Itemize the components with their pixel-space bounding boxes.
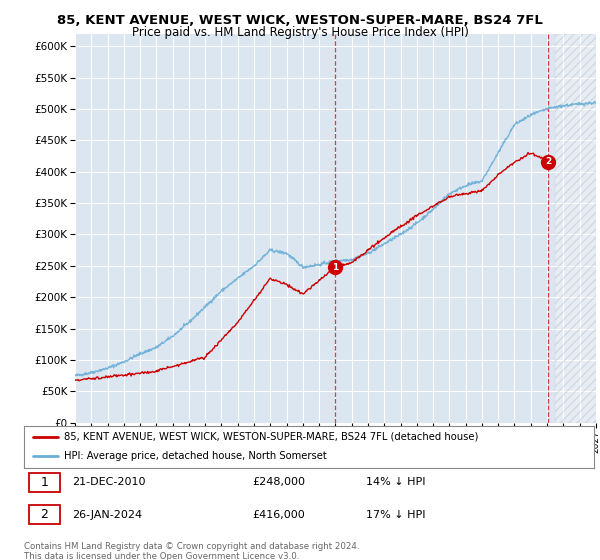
- Text: 85, KENT AVENUE, WEST WICK, WESTON-SUPER-MARE, BS24 7FL: 85, KENT AVENUE, WEST WICK, WESTON-SUPER…: [57, 14, 543, 27]
- Text: 14% ↓ HPI: 14% ↓ HPI: [366, 478, 425, 487]
- Text: £416,000: £416,000: [252, 510, 305, 520]
- Text: HPI: Average price, detached house, North Somerset: HPI: Average price, detached house, Nort…: [64, 451, 326, 461]
- Text: 2: 2: [545, 157, 551, 166]
- Text: 2: 2: [40, 508, 48, 521]
- Text: 26-JAN-2024: 26-JAN-2024: [73, 510, 143, 520]
- Text: Price paid vs. HM Land Registry's House Price Index (HPI): Price paid vs. HM Land Registry's House …: [131, 26, 469, 39]
- Text: 85, KENT AVENUE, WEST WICK, WESTON-SUPER-MARE, BS24 7FL (detached house): 85, KENT AVENUE, WEST WICK, WESTON-SUPER…: [64, 432, 478, 442]
- Text: £248,000: £248,000: [252, 478, 305, 487]
- Text: 1: 1: [332, 263, 338, 272]
- Text: 21-DEC-2010: 21-DEC-2010: [73, 478, 146, 487]
- Text: Contains HM Land Registry data © Crown copyright and database right 2024.
This d: Contains HM Land Registry data © Crown c…: [24, 542, 359, 560]
- Text: 1: 1: [40, 476, 48, 489]
- FancyBboxPatch shape: [29, 473, 60, 492]
- Text: 17% ↓ HPI: 17% ↓ HPI: [366, 510, 425, 520]
- FancyBboxPatch shape: [29, 505, 60, 524]
